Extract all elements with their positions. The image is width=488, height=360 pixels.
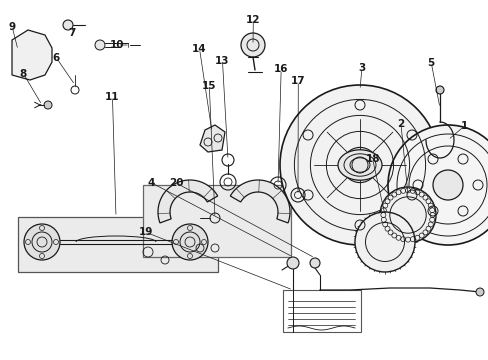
Circle shape xyxy=(286,257,298,269)
Text: 6: 6 xyxy=(53,53,60,63)
Circle shape xyxy=(24,224,60,260)
Circle shape xyxy=(63,20,73,30)
Circle shape xyxy=(435,86,443,94)
Circle shape xyxy=(432,170,462,200)
Text: 7: 7 xyxy=(68,28,76,38)
Text: 12: 12 xyxy=(245,15,260,25)
Bar xyxy=(142,185,290,257)
Text: 15: 15 xyxy=(202,81,216,91)
Circle shape xyxy=(475,288,483,296)
Bar xyxy=(283,290,360,332)
Circle shape xyxy=(22,57,38,73)
Text: 14: 14 xyxy=(192,44,206,54)
Text: 16: 16 xyxy=(273,64,288,74)
Polygon shape xyxy=(158,180,217,223)
Circle shape xyxy=(309,258,319,268)
Text: 18: 18 xyxy=(365,154,379,164)
Text: 3: 3 xyxy=(358,63,365,73)
Text: 10: 10 xyxy=(110,40,124,50)
Circle shape xyxy=(387,125,488,245)
Polygon shape xyxy=(200,125,224,152)
Circle shape xyxy=(342,147,377,183)
Text: 11: 11 xyxy=(105,92,120,102)
Circle shape xyxy=(44,101,52,109)
Text: 20: 20 xyxy=(168,178,183,188)
Circle shape xyxy=(172,224,207,260)
Text: 19: 19 xyxy=(138,227,153,237)
Text: 17: 17 xyxy=(290,76,305,86)
Text: 13: 13 xyxy=(215,56,229,66)
Text: 5: 5 xyxy=(427,58,434,68)
Polygon shape xyxy=(230,180,289,223)
Circle shape xyxy=(280,85,439,245)
Circle shape xyxy=(241,33,264,57)
Text: 9: 9 xyxy=(9,22,16,32)
Circle shape xyxy=(354,212,414,272)
Circle shape xyxy=(95,40,105,50)
Text: 2: 2 xyxy=(397,119,404,129)
Text: 8: 8 xyxy=(20,69,27,79)
Circle shape xyxy=(379,187,435,243)
Text: 1: 1 xyxy=(460,121,467,131)
Ellipse shape xyxy=(337,150,381,180)
Bar xyxy=(18,217,218,272)
Text: 4: 4 xyxy=(147,178,155,188)
Polygon shape xyxy=(12,30,52,80)
